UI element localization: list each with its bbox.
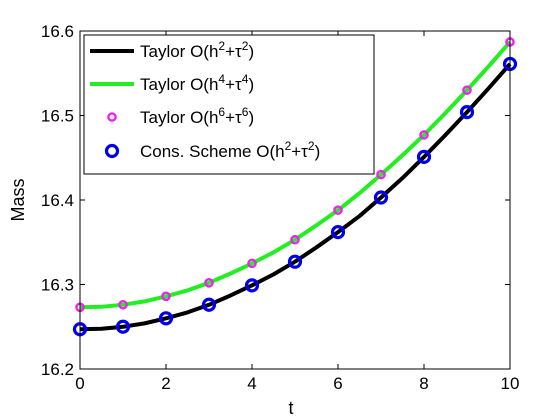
y-tick-label: 16.2: [41, 360, 74, 379]
legend-label-part: +τ: [225, 75, 242, 94]
legend-label-part: 2: [218, 39, 225, 53]
series-2-point: [247, 258, 257, 269]
series-2-point: [161, 291, 171, 302]
series-2-point: [333, 205, 343, 215]
series-3-point: [330, 225, 346, 240]
series-3-point: [373, 190, 389, 205]
legend-label-part: ): [248, 108, 254, 127]
legend-marker-2: [107, 112, 117, 122]
y-tick-label: 16.3: [41, 276, 74, 295]
legend-label-part: Taylor O(h: [140, 42, 218, 61]
legend-label-part: 6: [242, 105, 249, 119]
series-3-point: [416, 149, 432, 165]
x-axis-label: t: [288, 398, 293, 418]
legend-label-part: Taylor O(h: [140, 75, 218, 94]
series-3-point: [158, 311, 174, 326]
series-2-point: [419, 130, 429, 140]
legend-label-part: 2: [308, 139, 315, 153]
series-line-0: [79, 62, 512, 332]
x-tick-label: 6: [333, 374, 342, 393]
x-tick-label: 0: [75, 374, 84, 393]
x-tick-label: 2: [161, 374, 170, 393]
legend-label-part: 4: [218, 72, 225, 86]
series-3-point: [115, 319, 131, 334]
series-3-point: [244, 278, 260, 293]
legend-entry-3: Cons. Scheme O(h2+τ2): [140, 139, 320, 161]
legend: Taylor O(h2+τ2)Taylor O(h4+τ4)Taylor O(h…: [83, 34, 375, 175]
y-tick-label: 16.5: [41, 107, 74, 126]
legend-label-part: 6: [218, 105, 225, 119]
legend-entry-1: Taylor O(h4+τ4): [140, 72, 254, 94]
legend-label-part: ): [248, 42, 254, 61]
series-2-point: [376, 169, 386, 180]
series-line-1: [79, 40, 512, 310]
legend-entry-0: Taylor O(h2+τ2): [140, 39, 254, 61]
series-2-point: [290, 234, 300, 245]
legend-box: [83, 34, 375, 175]
legend-label-part: +τ: [291, 142, 308, 161]
y-axis-label: Mass: [8, 178, 28, 221]
series-2-point: [118, 299, 128, 310]
y-tick-label: 16.4: [41, 191, 74, 210]
series-2-point: [204, 278, 214, 288]
series-3-point: [201, 297, 217, 312]
legend-label-part: 4: [242, 72, 249, 86]
plot-frame: [79, 30, 511, 370]
legend-label-part: Cons. Scheme O(h: [140, 142, 285, 161]
legend-label-part: Taylor O(h: [140, 108, 218, 127]
y-tick-label: 16.6: [41, 22, 74, 41]
x-tick-label: 10: [501, 374, 520, 393]
series-3-point: [287, 254, 303, 269]
legend-entry-2: Taylor O(h6+τ6): [140, 105, 254, 127]
legend-marker-3: [104, 143, 120, 159]
legend-label-part: 2: [242, 39, 249, 53]
legend-label-part: 2: [285, 139, 292, 153]
series-3-point: [459, 105, 475, 120]
legend-label-part: +τ: [225, 108, 242, 127]
tick-labels: 0 2 4 6 8 10 16.2 16.3 16.4 16.5 16.6: [41, 22, 520, 393]
series-layer: [72, 37, 518, 337]
x-tick-label: 4: [247, 374, 256, 393]
x-tick-label: 8: [419, 374, 428, 393]
legend-label-part: ): [315, 142, 321, 161]
legend-label-part: ): [248, 75, 254, 94]
legend-label-part: +τ: [225, 42, 242, 61]
series-2-point: [462, 85, 472, 95]
